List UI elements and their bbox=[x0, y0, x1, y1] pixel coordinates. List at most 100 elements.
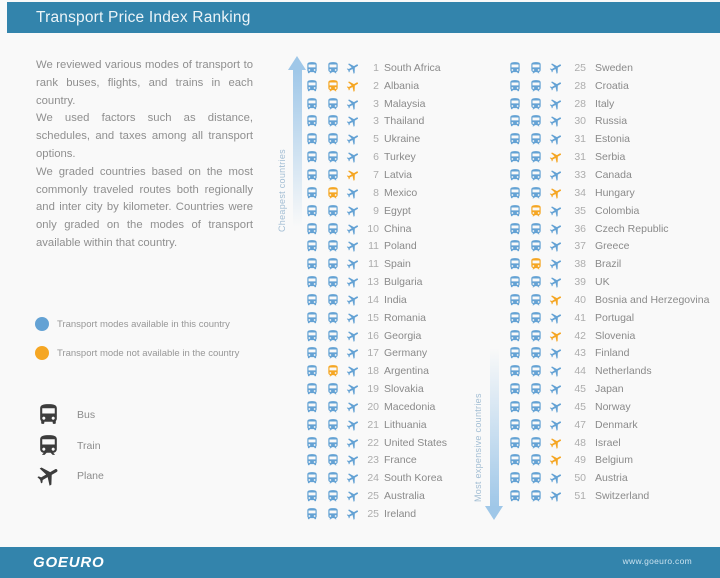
country-name: Lithuania bbox=[384, 418, 427, 431]
train-icon bbox=[529, 132, 543, 146]
ranking-row: 34 Hungary bbox=[508, 184, 709, 202]
bus-icon bbox=[508, 186, 522, 200]
plane-icon bbox=[549, 293, 563, 307]
ranking-row: 3 Thailand bbox=[305, 113, 447, 131]
train-icon bbox=[326, 257, 340, 271]
plane-icon bbox=[549, 61, 563, 75]
rank-number: 9 bbox=[373, 204, 379, 217]
plane-icon bbox=[346, 346, 360, 360]
train-icon bbox=[326, 418, 340, 432]
country-name: Czech Republic bbox=[595, 222, 669, 235]
country-name: Poland bbox=[384, 240, 417, 253]
rank-number: 45 bbox=[574, 400, 586, 413]
train-icon bbox=[529, 186, 543, 200]
train-icon bbox=[326, 275, 340, 289]
bus-icon bbox=[508, 168, 522, 182]
country-name: Egypt bbox=[384, 204, 411, 217]
ranking-row: 25 Sweden bbox=[508, 59, 709, 77]
bus-icon bbox=[305, 114, 319, 128]
plane-icon bbox=[346, 97, 360, 111]
bus-icon bbox=[508, 453, 522, 467]
rank-number: 23 bbox=[367, 454, 379, 467]
rank-number: 50 bbox=[574, 472, 586, 485]
country-name: Georgia bbox=[384, 329, 422, 342]
rank-number: 10 bbox=[367, 222, 379, 235]
mode-legend-plane-row: Plane bbox=[36, 463, 104, 488]
plane-icon bbox=[549, 114, 563, 128]
ranking-row: 13 Bulgaria bbox=[305, 273, 447, 291]
train-icon bbox=[529, 346, 543, 360]
bus-icon bbox=[508, 293, 522, 307]
plane-icon bbox=[549, 311, 563, 325]
bus-icon bbox=[508, 114, 522, 128]
plane-icon bbox=[346, 204, 360, 218]
legend-unavailable-label: Transport mode not available in the coun… bbox=[57, 347, 240, 359]
rank-number: 24 bbox=[367, 472, 379, 485]
rank-number: 11 bbox=[368, 240, 379, 253]
plane-icon bbox=[346, 436, 360, 450]
ranking-row: 25 Australia bbox=[305, 487, 447, 505]
legend-available-label: Transport modes available in this countr… bbox=[57, 318, 230, 330]
bus-icon bbox=[305, 329, 319, 343]
country-name: Bosnia and Herzegovina bbox=[595, 293, 710, 306]
train-icon bbox=[326, 346, 340, 360]
footer-bar: GOEURO www.goeuro.com bbox=[0, 547, 720, 578]
ranking-row: 9 Egypt bbox=[305, 202, 447, 220]
bus-icon bbox=[305, 168, 319, 182]
plane-icon bbox=[346, 418, 360, 432]
country-name: India bbox=[384, 293, 407, 306]
train-legend-label: Train bbox=[77, 439, 101, 452]
plane-icon bbox=[346, 471, 360, 485]
country-name: Portugal bbox=[595, 311, 635, 324]
train-icon bbox=[529, 489, 543, 503]
rank-number: 20 bbox=[367, 400, 379, 413]
country-name: Denmark bbox=[595, 418, 638, 431]
bus-icon bbox=[508, 346, 522, 360]
rank-number: 3 bbox=[373, 97, 379, 110]
country-name: Colombia bbox=[595, 204, 640, 217]
plane-icon bbox=[549, 275, 563, 289]
rank-number: 37 bbox=[574, 240, 586, 253]
bus-icon bbox=[305, 275, 319, 289]
ranking-row: 31 Serbia bbox=[508, 148, 709, 166]
ranking-row: 41 Portugal bbox=[508, 309, 709, 327]
train-icon bbox=[529, 114, 543, 128]
intro-paragraph-1: We reviewed various modes of transport t… bbox=[36, 59, 253, 107]
bus-icon bbox=[305, 239, 319, 253]
ranking-list-right: 25 Sweden 28 Croatia 28 Italy 30 Russia 31 Estoni… bbox=[508, 59, 709, 505]
train-icon bbox=[529, 382, 543, 396]
plane-icon bbox=[549, 222, 563, 236]
rank-number: 15 bbox=[367, 311, 379, 324]
country-name: Israel bbox=[595, 436, 621, 449]
rank-number: 3 bbox=[373, 115, 379, 128]
train-icon bbox=[529, 400, 543, 414]
train-icon bbox=[326, 239, 340, 253]
plane-icon bbox=[346, 507, 360, 521]
ranking-row: 25 Ireland bbox=[305, 505, 447, 523]
train-icon bbox=[529, 311, 543, 325]
plane-icon bbox=[549, 329, 563, 343]
expensive-arrow-down-icon bbox=[485, 506, 503, 520]
train-icon bbox=[326, 168, 340, 182]
train-icon bbox=[326, 150, 340, 164]
ranking-row: 6 Turkey bbox=[305, 148, 447, 166]
rank-number: 51 bbox=[574, 490, 586, 503]
train-icon bbox=[326, 79, 340, 93]
ranking-row: 45 Japan bbox=[508, 380, 709, 398]
country-name: China bbox=[384, 222, 412, 235]
plane-icon bbox=[346, 114, 360, 128]
bus-icon bbox=[508, 239, 522, 253]
ranking-row: 39 UK bbox=[508, 273, 709, 291]
ranking-row: 45 Norway bbox=[508, 398, 709, 416]
country-name: Turkey bbox=[384, 151, 416, 164]
rank-number: 17 bbox=[367, 347, 379, 360]
bus-icon bbox=[508, 150, 522, 164]
train-icon bbox=[326, 132, 340, 146]
ranking-row: 14 India bbox=[305, 291, 447, 309]
bus-icon bbox=[508, 257, 522, 271]
plane-icon bbox=[346, 132, 360, 146]
ranking-row: 31 Estonia bbox=[508, 130, 709, 148]
bus-icon bbox=[508, 489, 522, 503]
ranking-row: 16 Georgia bbox=[305, 327, 447, 345]
